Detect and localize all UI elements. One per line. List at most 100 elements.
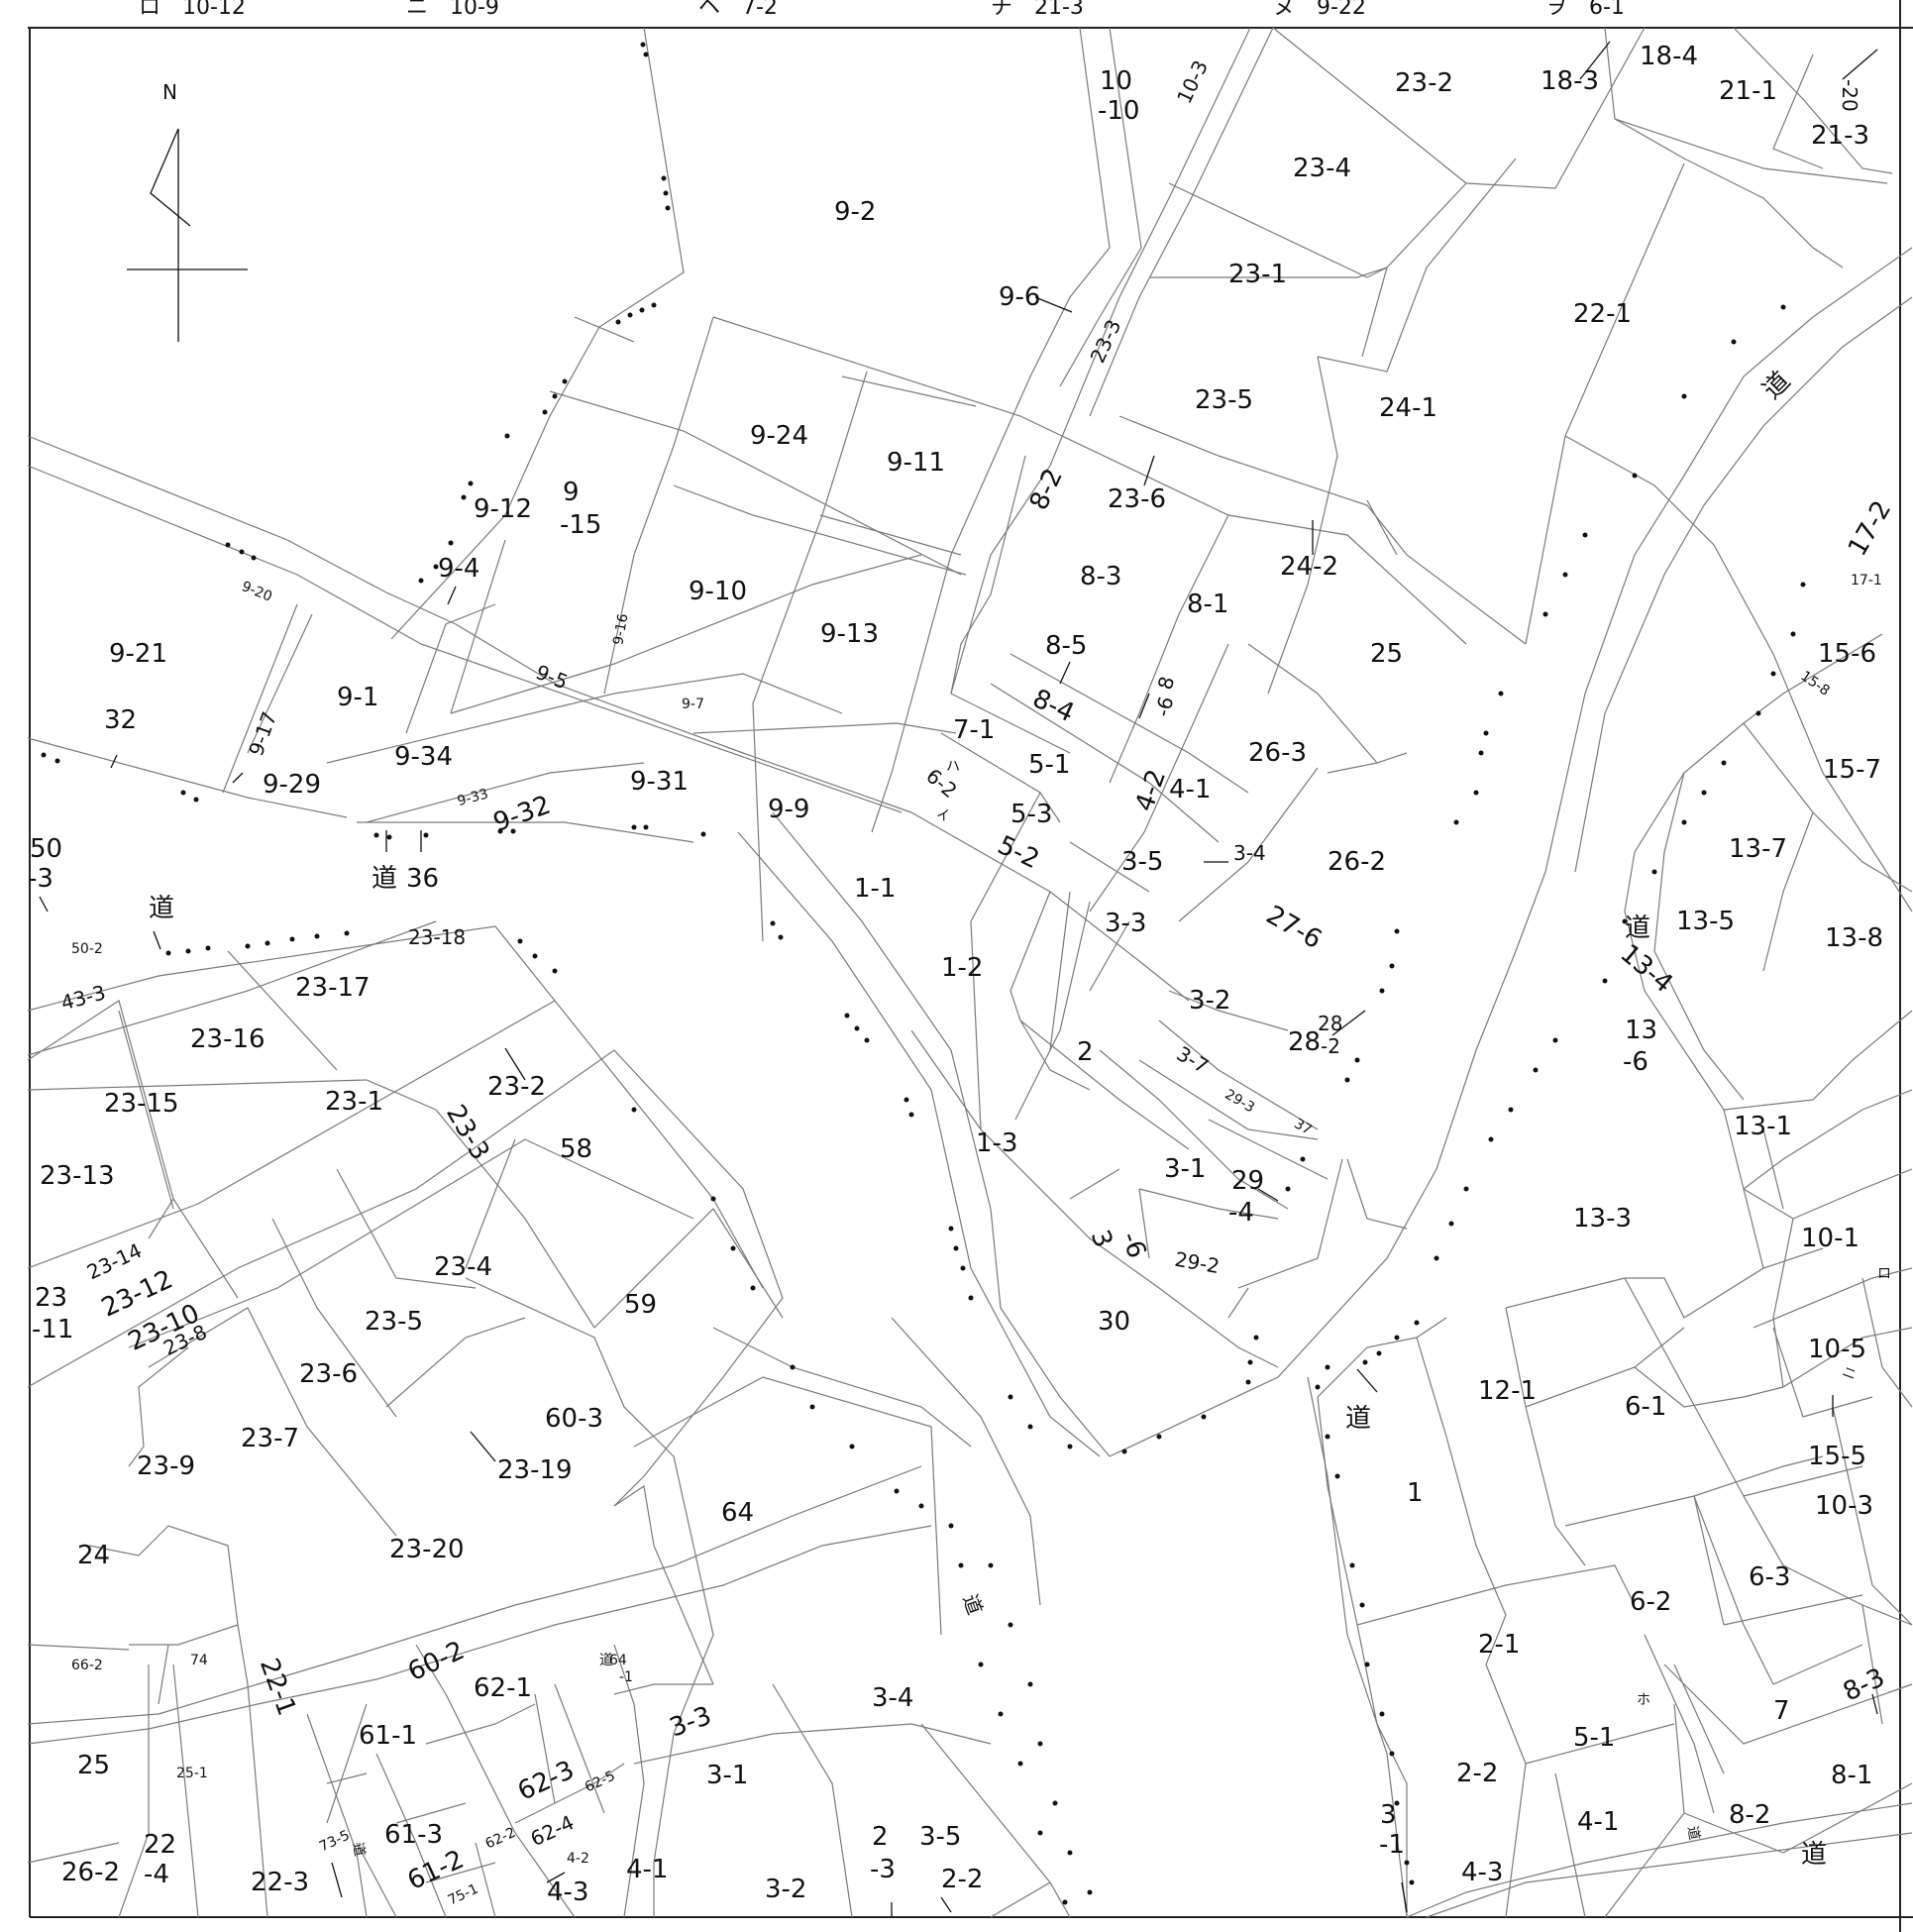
parcel-label: 3 <box>1380 1800 1397 1830</box>
header-legend: ロ 10-12 ニ 10-9 ヘ 7-2 チ 21-3 ヌ 9-22 ヲ 6-1 <box>139 0 1625 20</box>
parcel-label: 3-1 <box>1164 1154 1206 1184</box>
boundary-dots <box>41 42 1806 1905</box>
parcel-label: 1-3 <box>976 1128 1017 1158</box>
parcel-label: 32 <box>104 705 137 735</box>
north-label: N <box>162 80 177 104</box>
parcel-label: 23-1 <box>325 1087 383 1117</box>
parcel-label: 9-29 <box>263 770 321 800</box>
header-entry: ロ 10-12 <box>139 0 246 20</box>
parcel-label: 8-2 <box>1729 1800 1770 1830</box>
parcel-label: 9-33 <box>456 786 490 809</box>
parcel-label: 3-2 <box>765 1875 806 1904</box>
parcel-label: 3-4 <box>872 1683 913 1713</box>
parcel-label: 10 <box>1100 66 1132 96</box>
parcel-label: 9-1 <box>337 683 378 712</box>
parcel-label: 9-4 <box>438 554 479 584</box>
parcel-label: 8-3 <box>1080 562 1121 591</box>
parcel-label: 4-1 <box>1169 775 1211 805</box>
parcel-label: 58 <box>560 1134 592 1164</box>
parcel-label: 3-5 <box>1121 847 1163 877</box>
parcel-label: 9-31 <box>630 767 689 797</box>
parcel-label: 6-3 <box>1749 1562 1790 1592</box>
parcel-label: 9-9 <box>768 795 809 824</box>
road-label: 道 <box>149 894 174 923</box>
parcel-label: 6-1 <box>1625 1392 1666 1422</box>
parcel-label: 66-2 <box>71 1658 103 1673</box>
road-label: 道 <box>350 1841 368 1858</box>
road-label: 道 <box>1625 913 1650 943</box>
header-entry: ヌ 9-22 <box>1273 0 1366 20</box>
parcel-label: 2 <box>872 1822 889 1852</box>
parcel-lines <box>27 27 1913 1918</box>
parcel-label: 2 <box>1077 1037 1094 1067</box>
parcel-label: 15-6 <box>1818 639 1876 669</box>
parcel-label: 5-1 <box>1028 750 1070 780</box>
parcel-label: 23-4 <box>1293 154 1351 183</box>
parcel-label: 23 <box>35 1283 67 1313</box>
parcel-label: 59 <box>624 1290 657 1320</box>
road-label: 道 <box>599 1653 613 1668</box>
parcel-label: 1 <box>1407 1478 1424 1508</box>
parcel-label: 7-1 <box>953 715 995 745</box>
header-entry: ヘ 7-2 <box>698 0 778 20</box>
kana-mark: ロ <box>1877 1266 1891 1282</box>
parcel-label: 2-1 <box>1478 1630 1520 1660</box>
parcel-label: 28 <box>1318 1012 1342 1035</box>
kana-markers: ロ ニ ハ イ ホ <box>936 759 1891 1708</box>
parcel-label: 13-1 <box>1734 1112 1792 1141</box>
parcel-label: 9-2 <box>834 197 876 227</box>
parcel-label: 36 <box>406 864 439 894</box>
parcel-label: 21-1 <box>1719 76 1777 106</box>
kana-mark: ニ <box>1840 1364 1859 1384</box>
parcel-label: -4 <box>1228 1198 1254 1228</box>
parcel-label: 64 <box>721 1498 754 1528</box>
parcel-label: 6-2 <box>1630 1587 1671 1617</box>
parcel-label: 5-3 <box>1010 800 1052 829</box>
parcel-label: 60-3 <box>545 1404 603 1434</box>
parcel-label: 23-16 <box>190 1024 266 1054</box>
parcel-label: 10-3 <box>1815 1491 1873 1521</box>
parcel-label: 9 <box>563 478 580 507</box>
parcel-label: 22-1 <box>1573 299 1632 329</box>
parcel-label: 3-1 <box>706 1761 748 1790</box>
parcel-label: 24-2 <box>1280 552 1338 582</box>
parcel-label: 61-1 <box>359 1721 417 1751</box>
parcel-label: 9-10 <box>689 577 747 606</box>
parcel-label: 23-4 <box>434 1252 492 1282</box>
parcel-label: 25 <box>1370 639 1403 669</box>
parcel-label: 1-2 <box>941 953 983 983</box>
parcel-label: 9-21 <box>109 639 167 669</box>
parcel-label: -2 <box>1321 1034 1340 1058</box>
parcel-label: 1-1 <box>854 874 896 904</box>
header-entry: ヲ 6-1 <box>1545 0 1625 20</box>
parcel-label: 23-13 <box>40 1161 115 1191</box>
parcel-label: 23-6 <box>1108 484 1166 514</box>
parcel-label: 24-1 <box>1379 393 1437 423</box>
parcel-label: 13-3 <box>1573 1204 1632 1234</box>
parcel-label: 23-17 <box>295 973 371 1003</box>
parcel-label: -20 <box>1838 79 1861 112</box>
parcel-label: 9-6 <box>999 282 1040 312</box>
parcel-label: 61-3 <box>384 1820 443 1850</box>
parcel-label: 50 <box>30 834 62 864</box>
parcel-label: -10 <box>1098 96 1139 126</box>
road-label: 道 <box>1345 1404 1371 1434</box>
parcel-label: 17-1 <box>1851 573 1882 589</box>
parcel-label: 15-7 <box>1823 755 1881 785</box>
road-label: 道 <box>1801 1840 1827 1870</box>
parcel-label: 62-1 <box>474 1673 532 1703</box>
parcel-label: 23-2 <box>1395 68 1453 98</box>
parcel-label: 23-2 <box>487 1072 546 1102</box>
parcel-label: -15 <box>560 510 601 540</box>
parcel-label: 23-18 <box>408 925 466 949</box>
parcel-label: 4-2 <box>567 1851 589 1867</box>
parcel-label: 8-5 <box>1045 631 1087 661</box>
parcel-label: 2-2 <box>1456 1759 1498 1788</box>
parcel-label: 3-3 <box>1105 909 1146 938</box>
parcel-label: 23-19 <box>497 1455 573 1485</box>
kana-mark: イ <box>936 808 950 824</box>
parcel-label: 28 <box>1288 1027 1321 1057</box>
parcel-label: 26-2 <box>61 1858 120 1887</box>
parcel-label: 3-2 <box>1189 986 1230 1016</box>
